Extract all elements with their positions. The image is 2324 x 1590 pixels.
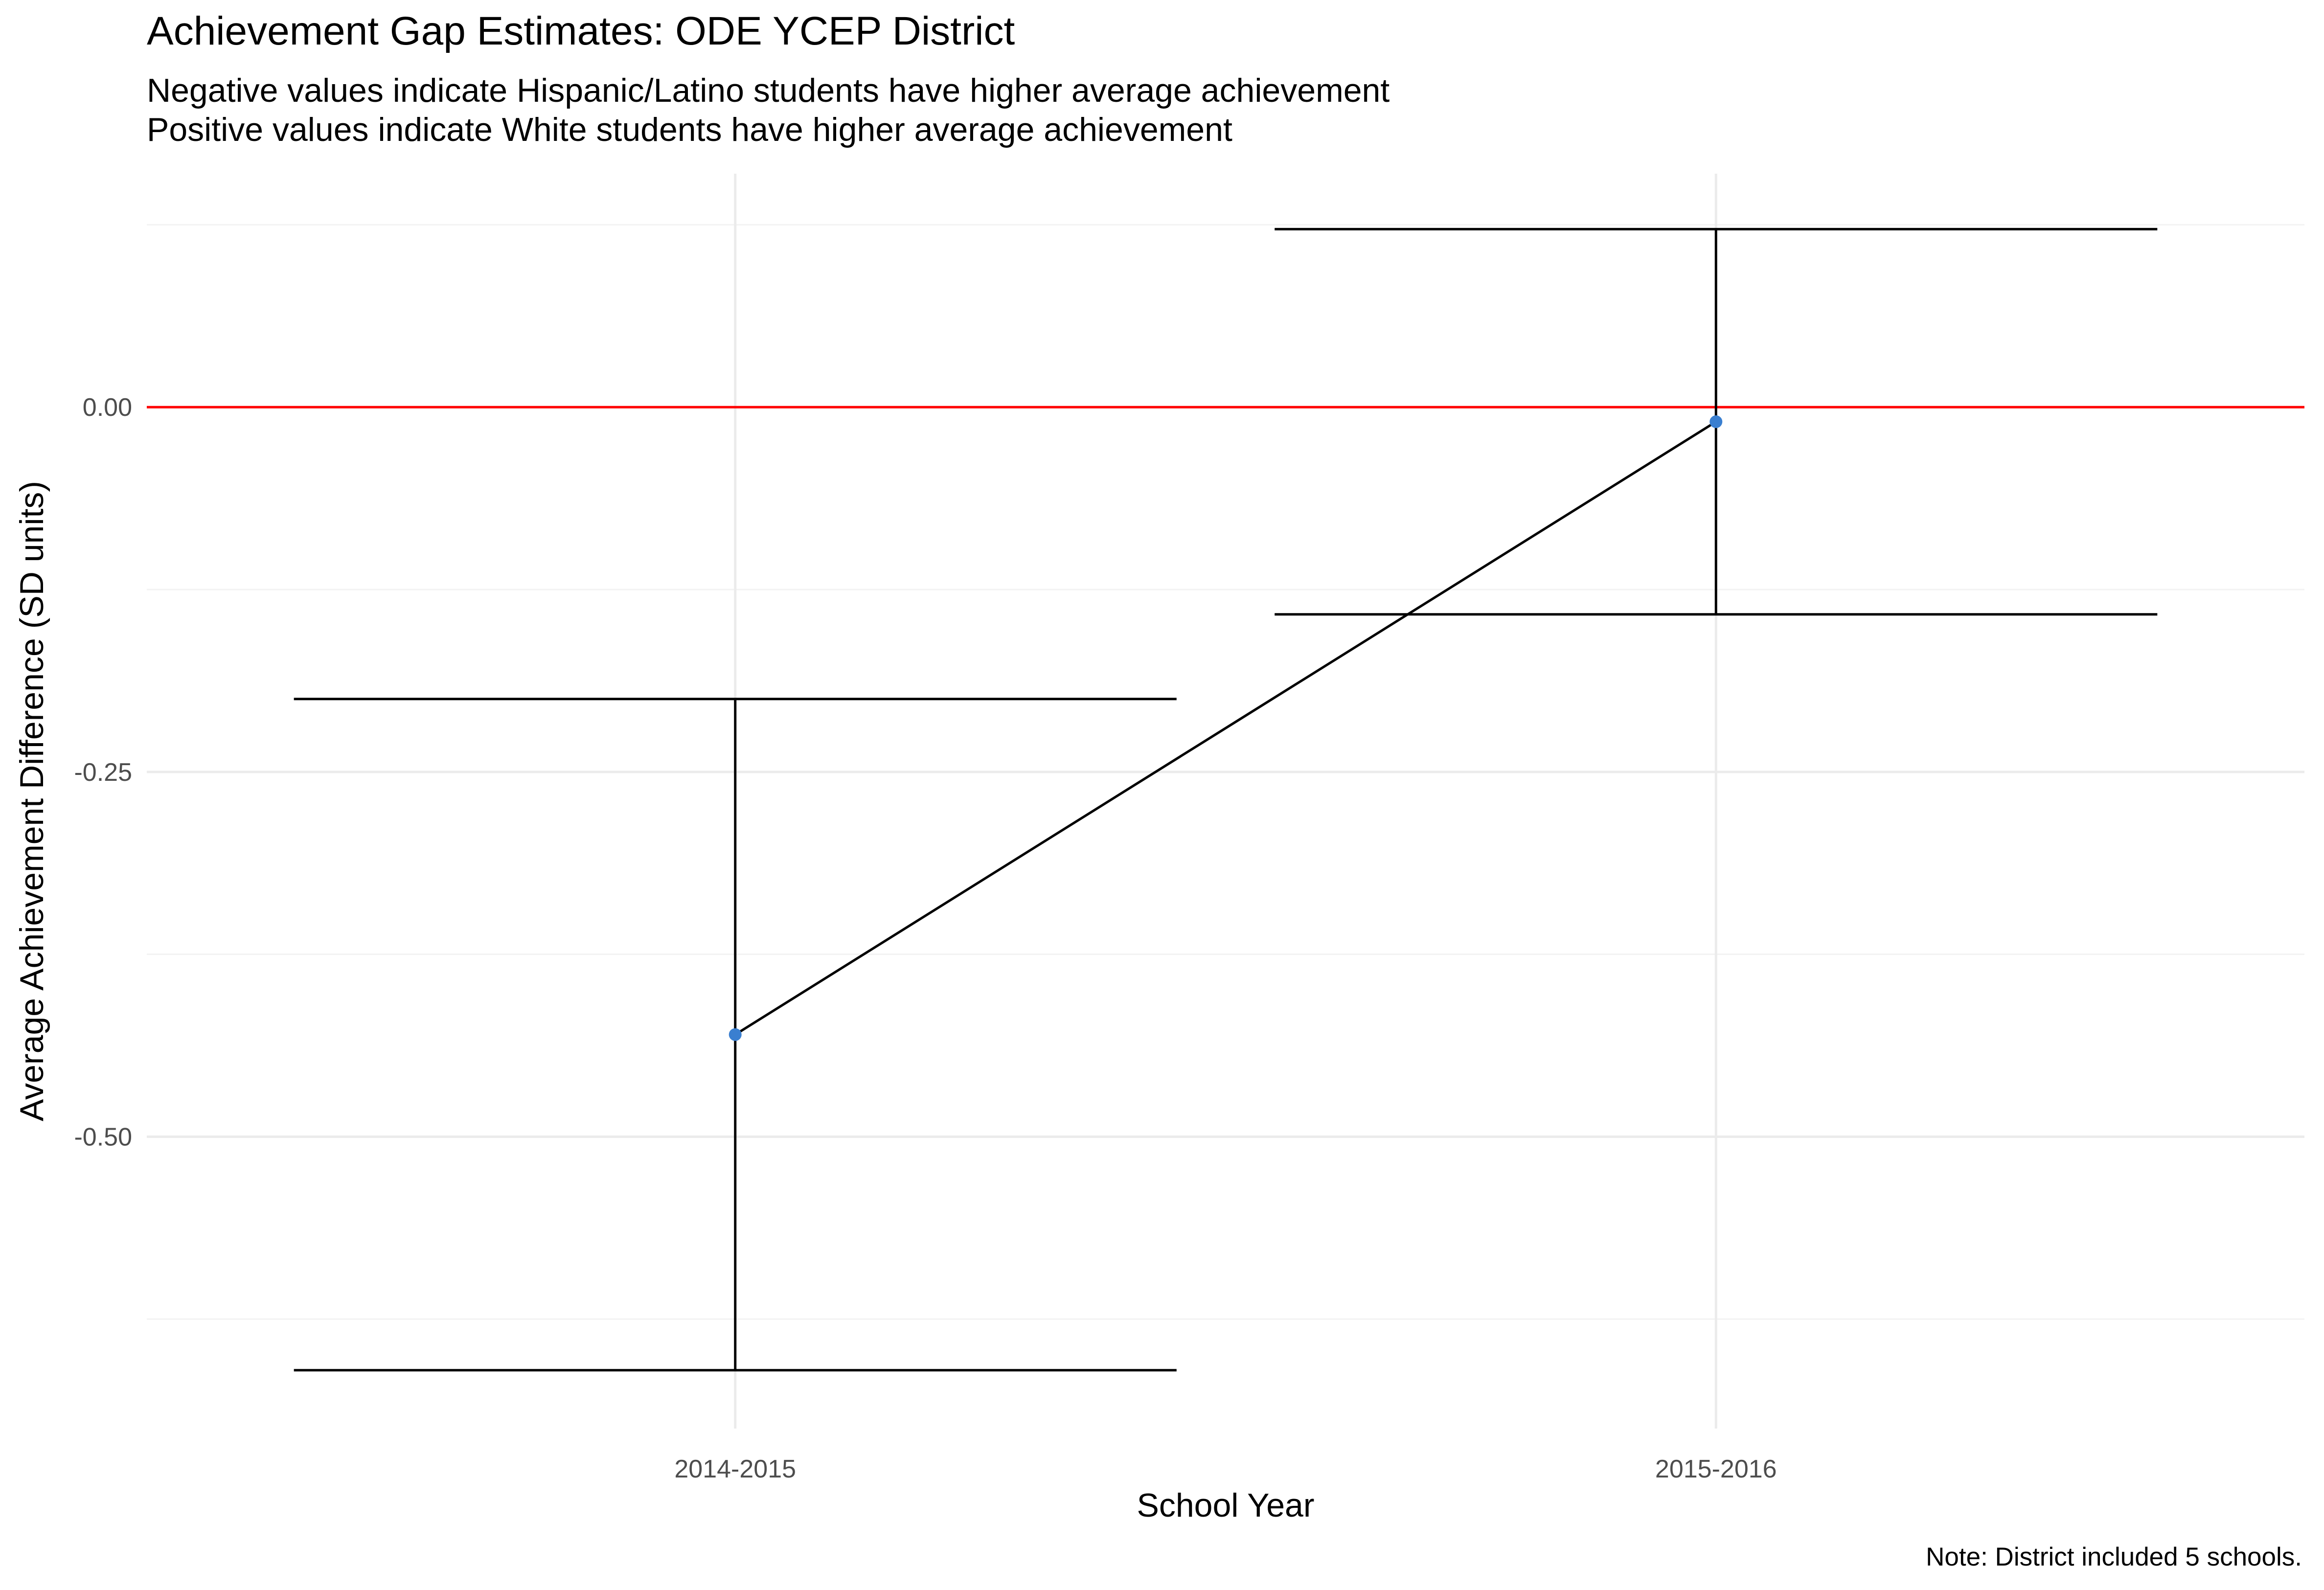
x-tick-label: 2014-2015 (674, 1455, 796, 1483)
x-tick-label: 2015-2016 (1655, 1455, 1777, 1483)
data-point (729, 1028, 742, 1041)
y-tick-label: 0.00 (83, 393, 132, 422)
chart-subtitle-line-2: Positive values indicate White students … (147, 111, 1232, 148)
data-point (1709, 415, 1723, 429)
data-points (729, 415, 1723, 1041)
chart-subtitle-line-1: Negative values indicate Hispanic/Latino… (147, 72, 1390, 109)
x-axis-title: School Year (1137, 1487, 1315, 1524)
y-axis-title: Average Achievement Difference (SD units… (13, 481, 50, 1121)
series-line (734, 420, 1717, 1036)
chart-caption: Note: District included 5 schools. (1926, 1543, 2302, 1571)
minor-gridlines (147, 224, 2304, 1320)
x-axis-tick-labels: 2014-2015 2015-2016 (674, 1455, 1777, 1483)
chart-title: Achievement Gap Estimates: ODE YCEP Dist… (147, 9, 1015, 53)
major-gridlines (147, 174, 2304, 1429)
y-tick-label: -0.50 (74, 1123, 132, 1151)
y-axis-tick-labels: 0.00 -0.25 -0.50 (74, 393, 132, 1151)
error-bars (294, 227, 2158, 1372)
y-tick-label: -0.25 (74, 758, 132, 787)
